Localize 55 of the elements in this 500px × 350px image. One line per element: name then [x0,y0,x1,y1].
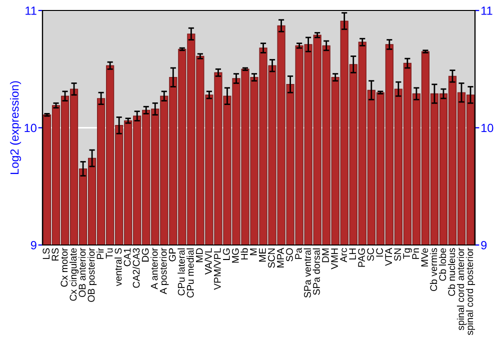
x-tick-label: DG [142,248,149,262]
x-tick-label: SCN [268,248,275,268]
x-tick-label: MVe [421,248,428,266]
x-tick-label: IC [376,248,383,257]
x-tick-label: MD [196,248,203,262]
x-tick-label: MG [232,248,239,263]
x-tick-label: CA2/CA3 [132,248,140,288]
x-tick-label: OB posterior [88,248,97,302]
x-tick-label: ME [259,248,266,262]
x-tick-label: Cx motor [60,248,68,287]
y-tick-label: 11 [26,6,36,15]
y-tick-label: 9 [30,241,36,250]
x-tick-label: Cx cingulate [70,248,79,301]
x-tick-label: CA1 [124,248,131,266]
y2-tick-label: 10 [481,124,494,132]
x-tick-label: spinal cord anterior [456,248,466,330]
x-tick-label: VMH [331,248,338,270]
x-tick-label: A posterior [160,248,169,294]
x-tick-label: RS [52,248,59,260]
y2-tick-label: 11 [481,6,492,15]
x-tick-label: Pa [295,248,302,259]
x-tick-label: CPu medial [186,248,194,298]
x-tick-label: ventral S [114,248,122,286]
x-tick-label: VPM/VPL [214,248,221,290]
x-tick-label: SC [367,248,374,261]
x-tick-label: LS [42,248,50,259]
x-tick-label: LH [349,248,356,260]
x-tick-label: CPu lateral [178,248,185,296]
x-tick-label: Tg [403,248,412,259]
y2-tick-label: 9 [481,241,487,250]
x-tick-label: MPA [277,248,284,268]
x-tick-label: SPa ventral [304,248,311,298]
x-tick-label: Tu [106,248,113,259]
x-tick-label: SN [394,248,402,261]
x-tick-label: A anterior [150,248,158,290]
x-tick-label: SO [286,248,293,262]
x-tick-label: PAG [358,248,365,267]
x-tick-label: Cb vermis [430,248,438,292]
x-tick-label: SPa dorsal [312,248,320,295]
x-tick-label: OB anterior [78,248,86,298]
x-tick-label: Hb [240,248,248,260]
x-tick-label: Cb nucleus [448,248,456,296]
x-tick-label: Pir [96,248,104,259]
x-tick-label: LG [222,248,230,260]
x-tick-label: VTA [385,248,392,266]
x-tick-label: GP [168,248,176,262]
x-tick-label: VA/VL [204,248,212,275]
x-tick-label: Arc [340,248,347,262]
y-tick-label: 10 [24,124,36,132]
x-tick-label: DM [322,248,329,262]
y-axis-title: Log2 (expression) [10,81,22,174]
x-tick-label: M [250,248,257,256]
x-tick-label: Pn [412,248,419,259]
x-tick-label: spinal cord posterior [466,248,476,336]
x-tick-label: Cb lobe [438,248,446,281]
